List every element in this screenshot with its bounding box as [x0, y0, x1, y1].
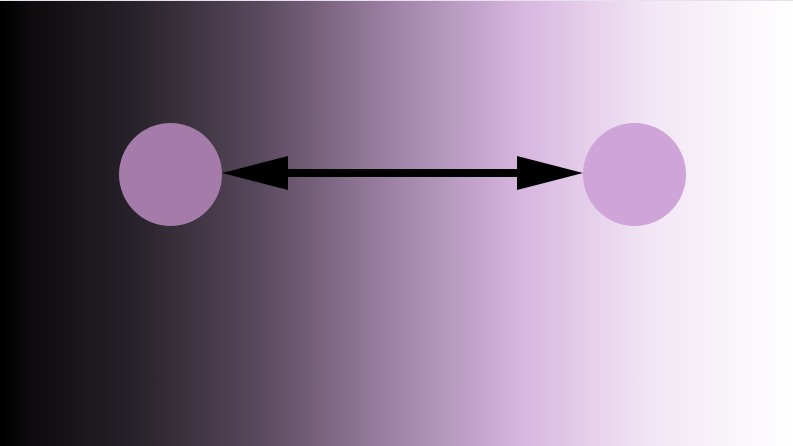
- right-circle-node: [583, 123, 686, 226]
- left-circle-node: [119, 123, 222, 226]
- right-arrowhead-icon: [517, 156, 583, 190]
- left-arrowhead-icon: [222, 156, 288, 190]
- top-border-line: [0, 0, 793, 1]
